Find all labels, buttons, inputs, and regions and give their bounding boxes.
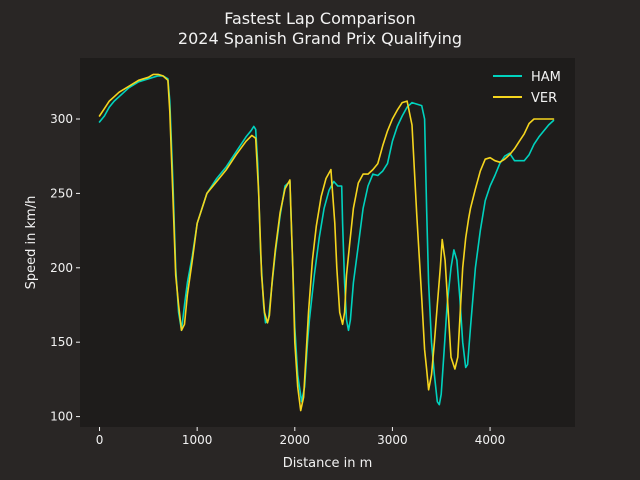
series-layer	[98, 73, 555, 412]
x-tick-label: 4000	[475, 433, 506, 447]
chart-title: Fastest Lap Comparison	[224, 9, 415, 28]
y-tick-label: 100	[50, 410, 73, 424]
y-tick-label: 200	[50, 261, 73, 275]
y-tick-label: 250	[50, 186, 73, 200]
plot-area	[80, 58, 575, 427]
series-line-ver	[98, 73, 555, 412]
y-tick-label: 150	[50, 335, 73, 349]
y-tick-label: 300	[50, 112, 73, 126]
x-tick-label: 1000	[182, 433, 213, 447]
x-tick-label: 3000	[377, 433, 408, 447]
axes: 0 1000 2000 3000 4000 100 150 200 250 300	[50, 112, 505, 447]
x-axis-label: Distance in m	[283, 456, 373, 471]
y-axis-label: Speed in km/h	[24, 196, 39, 290]
legend-label-ver: VER	[531, 91, 557, 106]
legend-box	[486, 63, 569, 110]
series-line-ham	[98, 75, 555, 406]
legend: HAM VER	[486, 63, 569, 110]
chart-subtitle: 2024 Spanish Grand Prix Qualifying	[178, 29, 462, 48]
x-tick-label: 2000	[280, 433, 311, 447]
x-tick-label: 0	[96, 433, 104, 447]
legend-label-ham: HAM	[531, 70, 561, 85]
